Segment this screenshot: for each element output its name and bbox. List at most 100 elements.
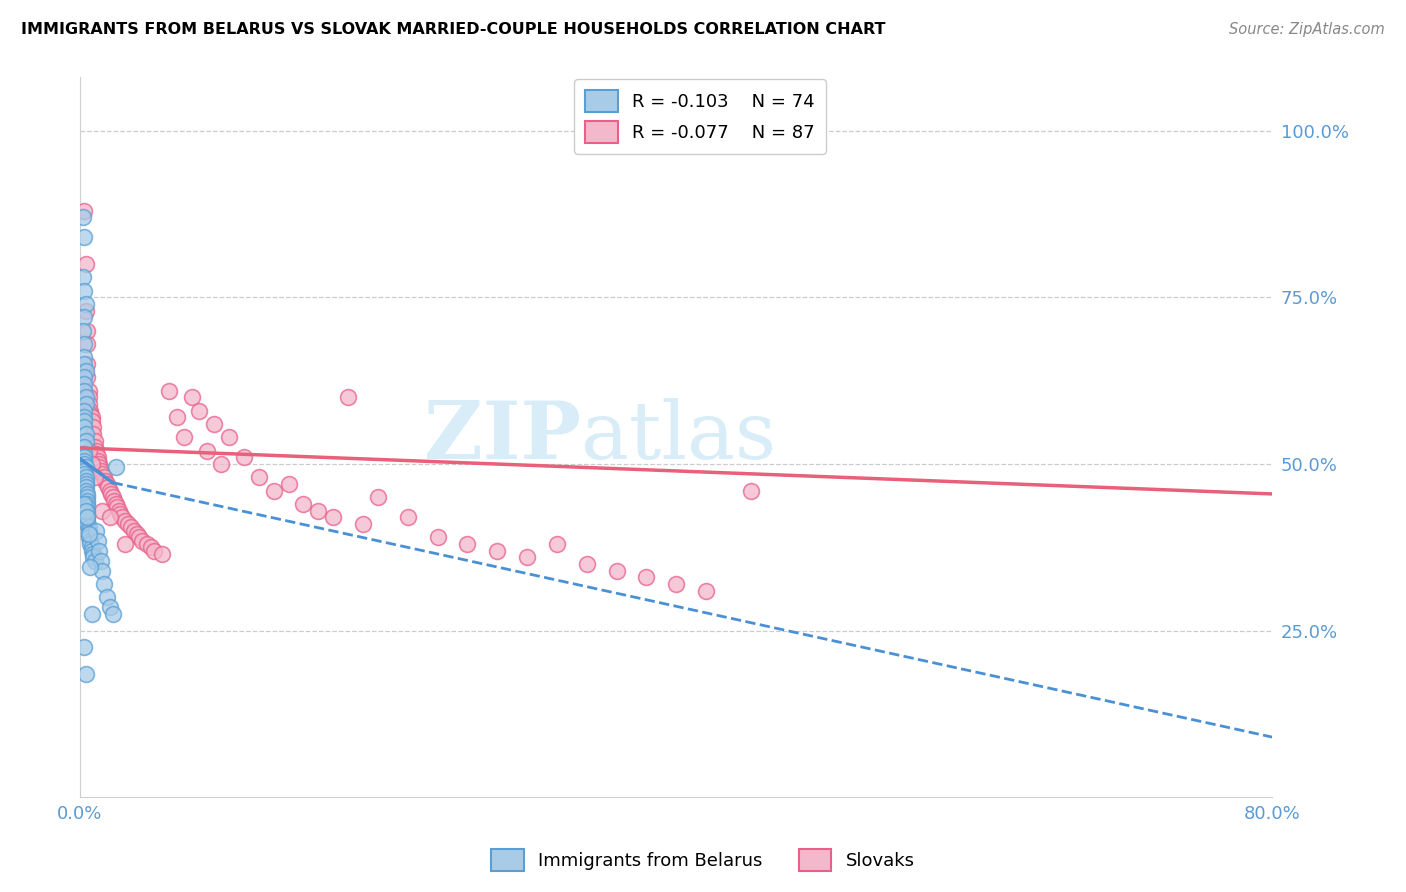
Point — [141, 541, 163, 555]
Point — [143, 543, 166, 558]
Point — [76, 510, 98, 524]
Point — [73, 384, 96, 398]
Point — [322, 510, 344, 524]
Point — [73, 403, 96, 417]
Point — [98, 483, 121, 498]
Point — [84, 447, 107, 461]
Point — [73, 376, 96, 391]
Point — [76, 510, 98, 524]
Point — [80, 414, 103, 428]
Point — [188, 403, 211, 417]
Point — [516, 550, 538, 565]
Point — [75, 257, 97, 271]
Point — [91, 467, 114, 481]
Point — [263, 483, 285, 498]
Point — [76, 503, 98, 517]
Point — [72, 324, 94, 338]
Point — [665, 577, 688, 591]
Point — [83, 440, 105, 454]
Point — [82, 547, 104, 561]
Point — [367, 490, 389, 504]
Point — [75, 303, 97, 318]
Point — [75, 434, 97, 448]
Point — [87, 453, 110, 467]
Point — [91, 564, 114, 578]
Point — [218, 430, 240, 444]
Point — [232, 450, 254, 465]
Point — [72, 270, 94, 285]
Point — [83, 470, 105, 484]
Text: atlas: atlas — [581, 399, 776, 476]
Point — [75, 503, 97, 517]
Point — [120, 520, 142, 534]
Point — [90, 553, 112, 567]
Point — [75, 427, 97, 442]
Point — [75, 483, 97, 498]
Point — [211, 457, 233, 471]
Point — [94, 474, 117, 488]
Point — [79, 533, 101, 548]
Point — [75, 297, 97, 311]
Point — [77, 443, 100, 458]
Point — [396, 510, 419, 524]
Point — [89, 457, 111, 471]
Point — [80, 607, 103, 621]
Point — [93, 470, 115, 484]
Point — [73, 464, 96, 478]
Point — [75, 364, 97, 378]
Point — [96, 477, 118, 491]
Point — [117, 516, 139, 531]
Legend: Immigrants from Belarus, Slovaks: Immigrants from Belarus, Slovaks — [484, 842, 922, 879]
Point — [76, 516, 98, 531]
Point — [73, 203, 96, 218]
Point — [80, 410, 103, 425]
Point — [456, 537, 478, 551]
Point — [76, 500, 98, 515]
Point — [73, 370, 96, 384]
Point — [110, 510, 132, 524]
Point — [150, 547, 173, 561]
Point — [173, 430, 195, 444]
Point — [101, 607, 124, 621]
Point — [180, 390, 202, 404]
Point — [100, 487, 122, 501]
Point — [79, 537, 101, 551]
Point — [426, 530, 449, 544]
Point — [128, 530, 150, 544]
Point — [114, 537, 136, 551]
Point — [73, 447, 96, 461]
Point — [292, 497, 315, 511]
Point — [77, 384, 100, 398]
Point — [73, 284, 96, 298]
Point — [73, 450, 96, 465]
Point — [337, 390, 360, 404]
Point — [87, 533, 110, 548]
Point — [73, 357, 96, 371]
Point — [73, 420, 96, 434]
Point — [73, 453, 96, 467]
Point — [90, 464, 112, 478]
Point — [76, 507, 98, 521]
Point — [103, 493, 125, 508]
Point — [114, 514, 136, 528]
Point — [84, 524, 107, 538]
Point — [80, 541, 103, 555]
Point — [75, 474, 97, 488]
Point — [89, 543, 111, 558]
Point — [75, 470, 97, 484]
Point — [77, 397, 100, 411]
Point — [136, 537, 159, 551]
Point — [75, 477, 97, 491]
Point — [89, 460, 111, 475]
Point — [75, 480, 97, 494]
Point — [546, 537, 568, 551]
Point — [157, 384, 180, 398]
Point — [77, 524, 100, 538]
Point — [486, 543, 509, 558]
Point — [636, 570, 658, 584]
Point — [73, 497, 96, 511]
Point — [77, 530, 100, 544]
Point — [73, 230, 96, 244]
Point — [76, 493, 98, 508]
Point — [73, 414, 96, 428]
